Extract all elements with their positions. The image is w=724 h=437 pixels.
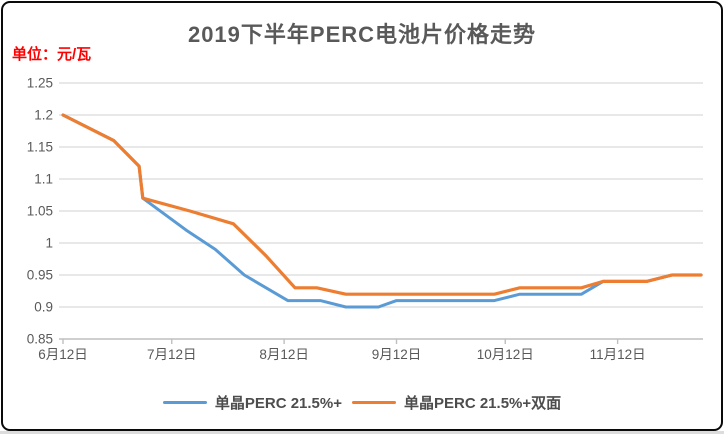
legend-line-swatch-orange [352,401,396,404]
legend-label-mono-perc: 单晶PERC 21.5%+ [214,395,342,412]
x-tick-label: 7月12日 [147,347,197,362]
unit-label: 单位：元/瓦 [12,46,92,63]
x-tick-label: 11月12日 [590,347,646,362]
legend-item-mono-perc: 单晶PERC 21.5%+ [162,392,342,413]
y-tick-label: 0.95 [27,268,53,283]
x-tick-label: 10月12日 [477,347,534,362]
y-tick-label: 1.15 [27,140,53,155]
y-tick-label: 1.2 [34,108,53,123]
x-tick-label: 8月12日 [259,347,309,362]
y-tick-label: 1.1 [34,172,53,187]
chart-title: 2019下半年PERC电池片价格走势 [187,22,537,47]
series-line-1 [61,113,703,296]
y-tick-label: 0.9 [34,300,53,315]
legend-line-swatch-blue [162,401,207,404]
x-tick-label: 9月12日 [372,347,422,362]
y-tick-label: 1 [45,236,53,251]
y-tick-label: 0.85 [27,332,53,347]
x-tick-label: 6月12日 [38,347,88,362]
y-tick-label: 1.25 [27,76,53,91]
legend: 单晶PERC 21.5%+ 单晶PERC 21.5%+双面 [3,392,721,413]
y-tick-label: 1.05 [27,204,53,219]
legend-label-mono-perc-bifacial: 单晶PERC 21.5%+双面 [404,395,562,412]
legend-item-mono-perc-bifacial: 单晶PERC 21.5%+双面 [352,392,561,413]
bottom-divider [0,431,724,434]
